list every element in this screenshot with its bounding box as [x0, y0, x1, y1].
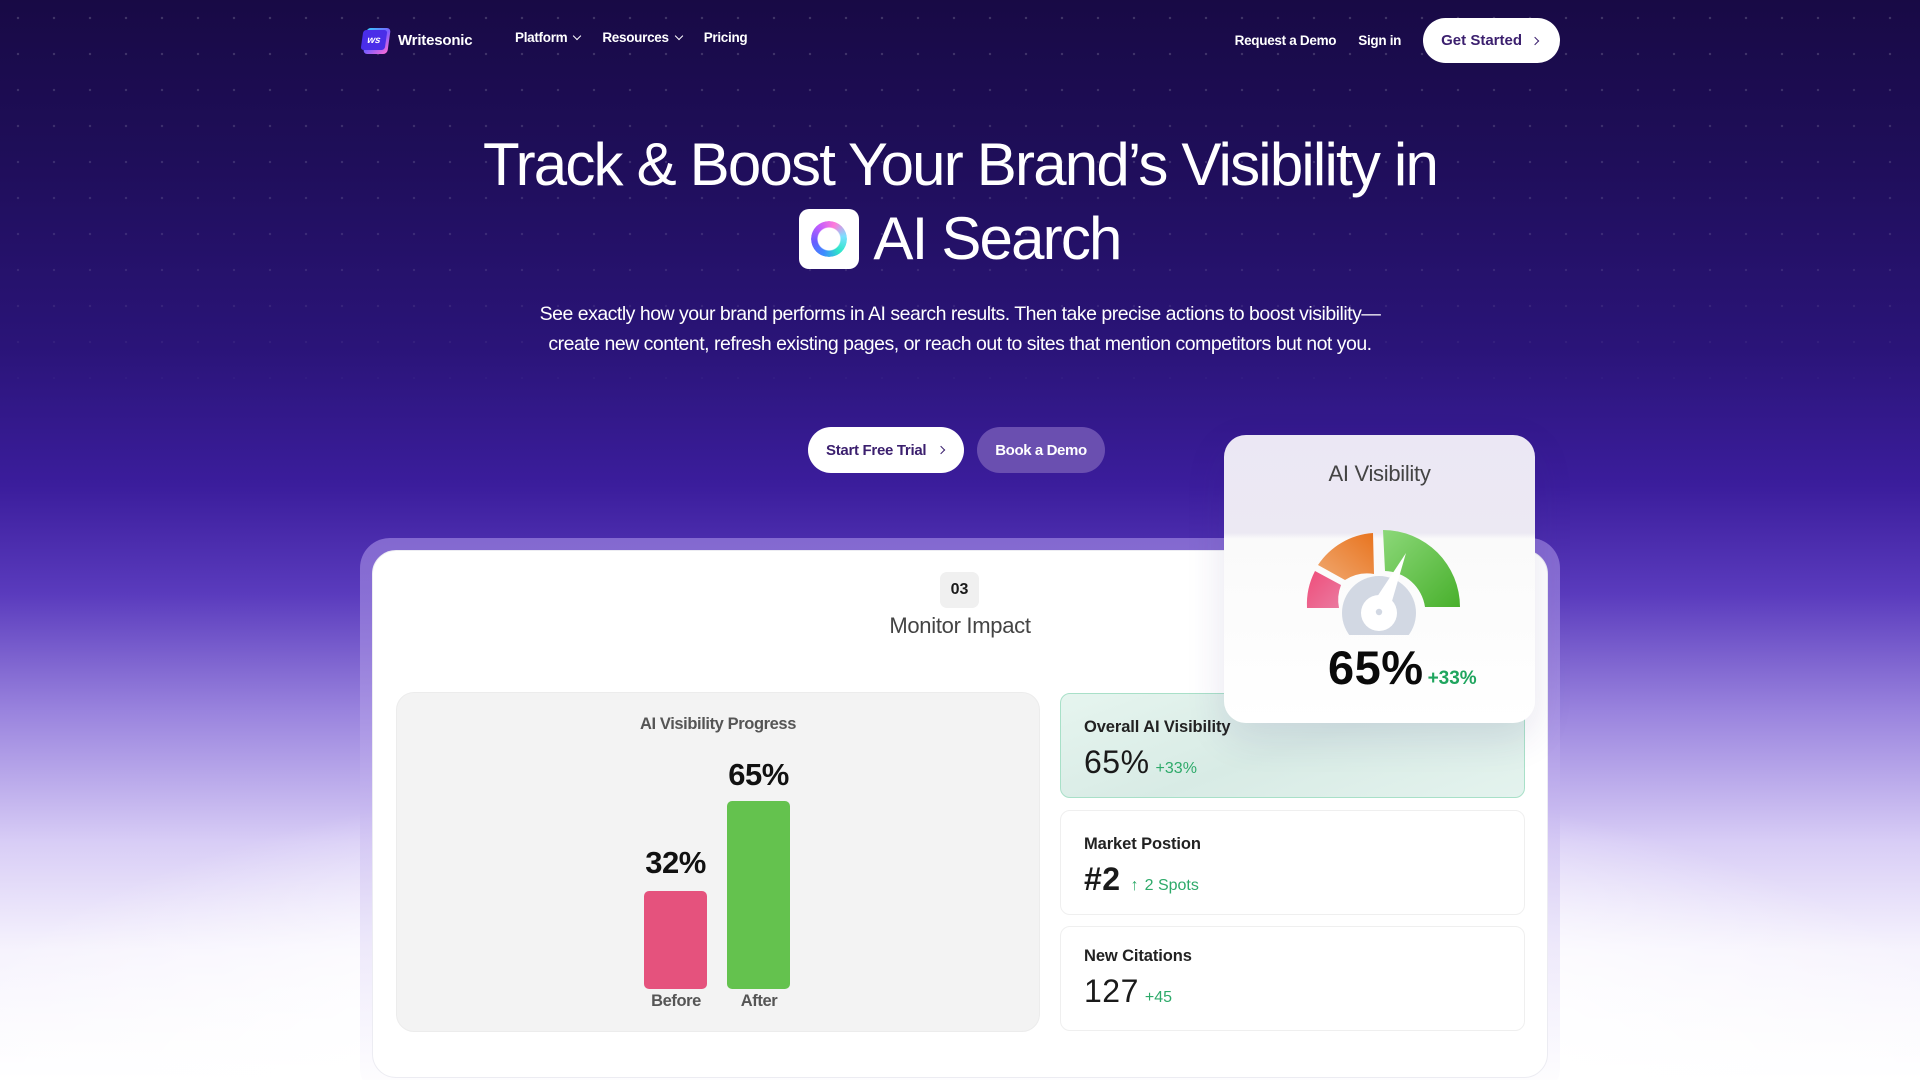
step-number-badge: 03: [940, 572, 979, 608]
metric-market-position: Market Postion #2 ↑ 2 Spots: [1060, 810, 1525, 915]
nav-pricing[interactable]: Pricing: [703, 30, 748, 45]
x-label-after: After: [740, 992, 778, 1010]
bar-value-label: 65%: [728, 757, 789, 792]
metric-delta: 2 Spots: [1144, 877, 1199, 894]
ai-visibility-gauge-card: AI Visibility 65% +33%: [1224, 435, 1535, 723]
brand-name: Writesonic: [398, 31, 473, 49]
chevron-down-icon: [573, 31, 582, 40]
chart-title: AI Visibility Progress: [640, 715, 796, 733]
sign-in-link[interactable]: Sign in: [1358, 33, 1402, 48]
cta-row: Start Free Trial Book a Demo: [808, 427, 1105, 473]
ai-visibility-progress-chart: AI Visibility Progress 32% 65% Before Af…: [396, 692, 1040, 1032]
bar-after-fill: [727, 801, 790, 989]
arrow-up-icon: ↑: [1130, 877, 1139, 894]
metric-delta: +33%: [1155, 760, 1197, 777]
brand-logo[interactable]: ws Writesonic: [360, 26, 473, 54]
start-free-trial-button[interactable]: Start Free Trial: [808, 427, 965, 473]
hero-subtitle: See exactly how your brand performs in A…: [539, 303, 1381, 355]
bar-before: 32%: [644, 845, 707, 989]
hero-title: Track & Boost Your Brand’s Visibility in…: [482, 131, 1439, 272]
x-label-before: Before: [651, 992, 701, 1010]
step-title: Monitor Impact: [889, 613, 1031, 638]
nav-links: Platform Resources Pricing: [515, 30, 748, 45]
metric-delta: +45: [1144, 989, 1173, 1006]
book-demo-button[interactable]: Book a Demo: [977, 427, 1105, 473]
bar-before-fill: [644, 891, 707, 989]
metric-value: 127: [1084, 973, 1139, 1009]
metric-value: #2: [1084, 861, 1121, 897]
chevron-right-icon: [937, 445, 946, 455]
metric-new-citations: New Citations 127 +45: [1060, 926, 1525, 1031]
dot-grid-pattern: [0, 0, 1920, 420]
nav-actions: Request a Demo Sign in Get Started: [1235, 18, 1560, 63]
bar-after: 65%: [727, 757, 790, 989]
speedometer-gauge-icon: [1306, 530, 1460, 635]
gauge-title: AI Visibility: [1328, 461, 1431, 486]
get-started-button[interactable]: Get Started: [1423, 18, 1560, 63]
chevron-down-icon: [674, 31, 683, 40]
bar-value-label: 32%: [645, 845, 706, 880]
top-nav: ws Writesonic Platform Resources Pricing…: [0, 0, 1920, 80]
request-demo-link[interactable]: Request a Demo: [1234, 33, 1337, 48]
writesonic-logo-icon: ws: [360, 26, 391, 54]
ai-search-icon: [799, 209, 860, 269]
chevron-right-icon: [1530, 36, 1540, 45]
nav-resources[interactable]: Resources: [602, 30, 683, 45]
nav-platform[interactable]: Platform: [515, 30, 582, 45]
metric-value: 65%: [1084, 744, 1150, 780]
gauge-delta: +33%: [1427, 668, 1477, 689]
gauge-value: 65%: [1328, 641, 1424, 694]
